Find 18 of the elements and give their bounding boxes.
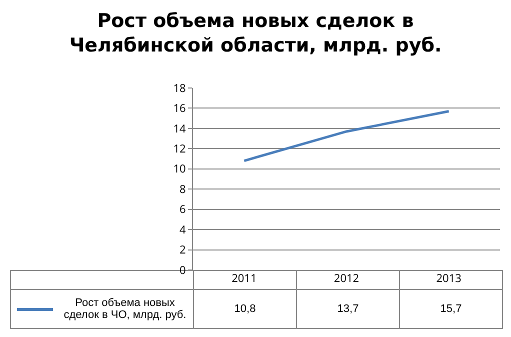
y-tick-label: 10 [173, 162, 186, 177]
x-tick-label: 2012 [334, 271, 360, 286]
data-label: 13,7 [296, 290, 400, 328]
legend-label: Рост объема новых сделок в ЧО, млрд. руб. [62, 297, 188, 321]
y-tick-label: 4 [180, 222, 187, 238]
y-tick-label: 6 [180, 202, 186, 218]
x-tick-label: 2011 [232, 271, 257, 286]
y-tick-label: 16 [173, 101, 186, 116]
y-tick-label: 2 [180, 242, 186, 258]
y-tick-label: 18 [173, 80, 186, 96]
y-tick-label: 14 [173, 121, 186, 136]
y-tick-label: 12 [173, 142, 186, 157]
data-label: 15,7 [400, 290, 502, 328]
y-tick-label: 0 [180, 262, 186, 278]
y-tick-label: 8 [180, 182, 186, 197]
chart-title: Рост объема новых сделок в Челябинской области, млрд. руб. [69, 10, 442, 57]
data-label: 10,8 [194, 290, 296, 328]
x-tick-label: 2013 [436, 271, 462, 286]
